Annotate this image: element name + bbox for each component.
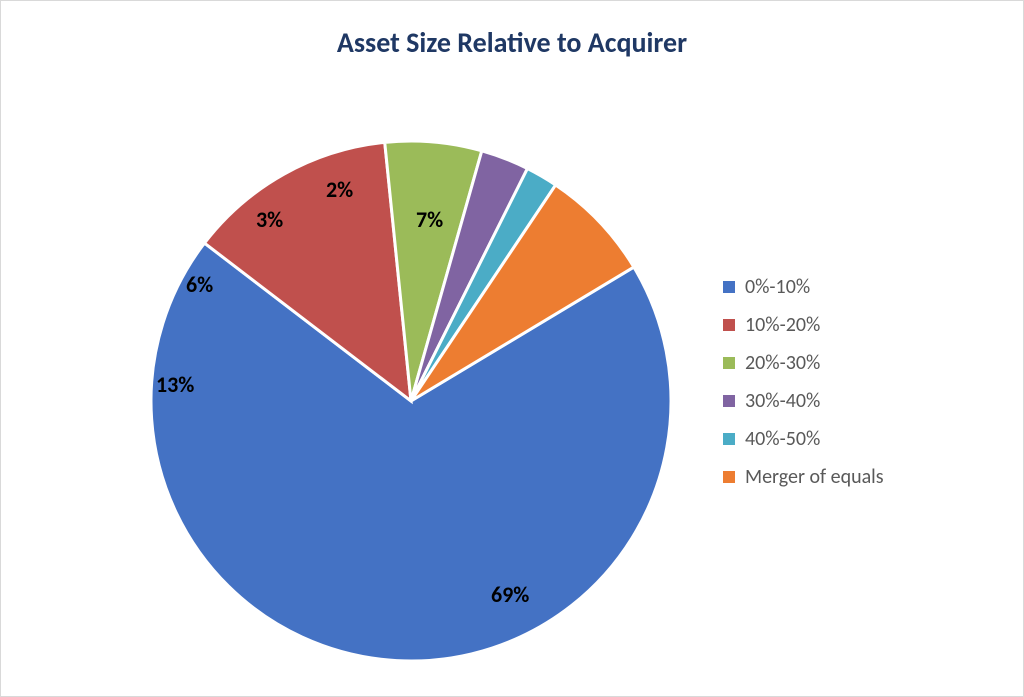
legend-label: 30%-40% — [745, 389, 820, 413]
legend-label: 20%-30% — [745, 351, 820, 375]
legend-item: 0%-10% — [723, 275, 983, 299]
legend-swatch — [723, 357, 735, 369]
chart-title: Asset Size Relative to Acquirer — [1, 25, 1023, 60]
pie-data-label: 13% — [156, 371, 194, 398]
legend-item: Merger of equals — [723, 465, 983, 489]
legend: 0%-10% 10%-20% 20%-30% 30%-40% 40%-50% Merger… — [723, 261, 983, 503]
pie-data-label: 6% — [186, 271, 213, 298]
legend-swatch — [723, 319, 735, 331]
legend-item: 10%-20% — [723, 313, 983, 337]
legend-label: 10%-20% — [745, 313, 820, 337]
pie-chart: 69% 13% 6% 3% 2% 7% — [61, 111, 681, 671]
legend-item: 40%-50% — [723, 427, 983, 451]
legend-label: 0%-10% — [745, 275, 810, 299]
legend-swatch — [723, 471, 735, 483]
legend-label: 40%-50% — [745, 427, 820, 451]
legend-swatch — [723, 433, 735, 445]
legend-item: 20%-30% — [723, 351, 983, 375]
chart-frame: Asset Size Relative to Acquirer 69% 13% 6%… — [0, 0, 1024, 697]
pie-data-label: 2% — [326, 176, 353, 203]
pie-data-label: 7% — [416, 206, 443, 233]
pie-svg — [61, 111, 681, 671]
legend-swatch — [723, 281, 735, 293]
legend-item: 30%-40% — [723, 389, 983, 413]
pie-data-label: 3% — [256, 206, 283, 233]
legend-label: Merger of equals — [745, 465, 884, 489]
pie-data-label: 69% — [491, 581, 529, 608]
legend-swatch — [723, 395, 735, 407]
